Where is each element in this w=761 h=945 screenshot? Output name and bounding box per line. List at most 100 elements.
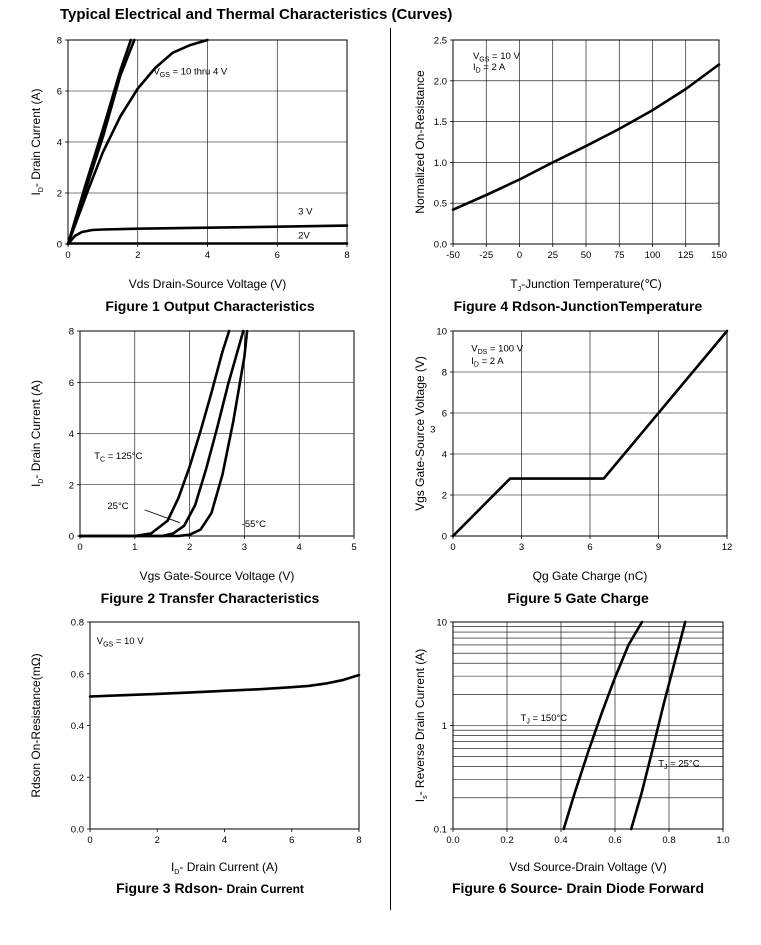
x-axis-title: Vds Drain-Source Voltage (V) xyxy=(129,277,286,291)
y-tick-label: 10 xyxy=(436,618,447,629)
y-tick-label: 1 xyxy=(442,721,447,732)
page-title: Typical Electrical and Thermal Character… xyxy=(60,6,453,23)
x-tick-label: 150 xyxy=(711,250,727,261)
annotation-vds-100-v: VDS = 100 V xyxy=(471,344,523,357)
series-line-tj-25-c xyxy=(629,620,687,831)
x-tick-label: 2 xyxy=(135,250,140,261)
x-tick-label: 75 xyxy=(614,250,625,261)
annotation-3-v: 3 V xyxy=(298,207,313,218)
y-tick-label: 0 xyxy=(69,532,74,543)
figure-4-rdson-junction-temperature-chart: -50 -25 0 25 50 75 100 125 150 0.0 0.5 1.0 1.5 2.0 2.5… xyxy=(413,36,727,315)
x-tick-label: 0 xyxy=(77,542,82,553)
x-tick-label: 0 xyxy=(87,835,92,846)
y-axis-title: Normalized On-Resistance xyxy=(413,70,427,214)
x-tick-label: 100 xyxy=(645,250,661,261)
y-axis-title: Vgs Gate-Source Voltage (V) xyxy=(413,356,427,511)
x-axis-title: Vgs Gate-Source Voltage (V) xyxy=(140,569,295,583)
y-axis-title: Rdson On-Resistance(mΩ) xyxy=(29,653,43,797)
y-tick-label: 1.5 xyxy=(434,117,447,128)
figure-1-output-characteristics-chart: 0 2 4 6 8 0 2 4 6 8 VGS = 10 thru 4 V 3 V 2V Vds Drai… xyxy=(29,36,350,315)
series-line-tj-150-c xyxy=(562,620,644,831)
series-line-3-v xyxy=(66,224,349,246)
figure-title: Figure 3 Rdson- Drain Current xyxy=(116,880,304,896)
annotation-pointer xyxy=(144,509,180,524)
y-tick-label: 4 xyxy=(69,429,74,440)
y-tick-label: 6 xyxy=(69,378,74,389)
figure-title: Figure 2 Transfer Characteristics xyxy=(101,590,320,606)
x-tick-label: 1 xyxy=(132,542,137,553)
x-tick-label: 3 xyxy=(519,542,524,553)
annotation-3: 3 xyxy=(430,424,435,435)
x-tick-label: 0.4 xyxy=(554,835,567,846)
x-tick-label: 0 xyxy=(65,250,70,261)
y-tick-label: 2.5 xyxy=(434,36,447,47)
figure-title: Figure 1 Output Characteristics xyxy=(105,298,314,314)
y-tick-label: 0.2 xyxy=(71,773,84,784)
y-tick-label: 0 xyxy=(57,240,62,251)
x-tick-label: -25 xyxy=(479,250,493,261)
x-tick-label: 6 xyxy=(275,250,280,261)
y-tick-label: 8 xyxy=(69,327,74,338)
y-tick-label: 0.0 xyxy=(71,825,84,836)
x-tick-label: 1.0 xyxy=(716,835,729,846)
y-tick-label: 0.0 xyxy=(434,240,447,251)
x-tick-label: 3 xyxy=(242,542,247,553)
grid xyxy=(452,621,724,830)
x-tick-label: 6 xyxy=(587,542,592,553)
y-tick-label: 8 xyxy=(442,368,447,379)
y-tick-label: 0.1 xyxy=(434,825,447,836)
series-line-1 xyxy=(451,63,721,211)
annotation-25-c: 25°C xyxy=(107,501,128,512)
series-line-2 xyxy=(66,38,136,246)
annotation-vgs-10-v: VGS = 10 V xyxy=(473,51,521,64)
figure-6-source-drain-diode-chart: 0.0 0.2 0.4 0.6 0.8 1.0 0.1 1 10 TJ = 150°C TJ = 2… xyxy=(413,618,730,897)
annotation-55-c: -55°C xyxy=(242,519,267,530)
annotation-id-2-a: ID = 2 A xyxy=(471,356,504,369)
x-axis-title: Vsd Source-Drain Voltage (V) xyxy=(509,860,666,874)
x-tick-label: 0.2 xyxy=(500,835,513,846)
annotation-2v: 2V xyxy=(298,230,310,241)
series-line-55-c xyxy=(78,329,249,538)
annotation-tj-150-c: TJ = 150°C xyxy=(521,713,568,726)
y-tick-label: 0.8 xyxy=(71,618,84,629)
x-tick-label: 0.6 xyxy=(608,835,621,846)
y-tick-label: 6 xyxy=(442,409,447,420)
series-line-3 xyxy=(66,38,209,246)
y-tick-label: 4 xyxy=(442,450,447,461)
annotation-tc-125-c: TC = 125°C xyxy=(94,451,142,464)
annotation-tj-25-c: TJ = 25°C xyxy=(658,759,700,772)
x-tick-label: 4 xyxy=(205,250,210,261)
y-tick-label: 6 xyxy=(57,87,62,98)
series-line-1 xyxy=(451,329,729,538)
x-tick-label: 4 xyxy=(297,542,302,553)
x-tick-label: 0.0 xyxy=(446,835,459,846)
figure-title: Figure 5 Gate Charge xyxy=(507,590,649,606)
figure-2-transfer-characteristics-chart: 0 1 2 3 4 5 0 2 4 6 8 TC = 125°C 25°C -55°C Vgs Gate-S… xyxy=(29,327,357,607)
x-tick-label: 0 xyxy=(450,542,455,553)
y-tick-label: 2 xyxy=(57,189,62,200)
y-axis-title: Is- Reverse Drain Current (A) xyxy=(413,649,429,803)
figure-title: Figure 4 Rdson-JunctionTemperature xyxy=(454,298,703,314)
y-tick-label: 0 xyxy=(442,532,447,543)
y-tick-label: 0.5 xyxy=(434,199,447,210)
x-tick-label: 12 xyxy=(722,542,733,553)
y-axis-title: ID- Drain Current (A) xyxy=(29,88,45,195)
x-tick-label: 0.8 xyxy=(662,835,675,846)
x-tick-label: 0 xyxy=(517,250,522,261)
x-axis-title: ID- Drain Current (A) xyxy=(171,860,278,876)
x-tick-label: -50 xyxy=(446,250,460,261)
annotation-vgs-10-v: VGS = 10 V xyxy=(97,636,145,649)
y-tick-label: 10 xyxy=(436,327,447,338)
y-tick-label: 4 xyxy=(57,138,62,149)
x-tick-label: 2 xyxy=(187,542,192,553)
x-tick-label: 50 xyxy=(581,250,592,261)
series-line-1 xyxy=(88,673,361,698)
y-tick-label: 1.0 xyxy=(434,158,447,169)
x-tick-label: 125 xyxy=(678,250,694,261)
x-tick-label: 4 xyxy=(222,835,227,846)
x-axis-title: Qg Gate Charge (nC) xyxy=(533,569,648,583)
column-divider xyxy=(390,28,391,910)
figure-title: Figure 6 Source- Drain Diode Forward xyxy=(452,880,704,896)
plot-frame xyxy=(89,621,360,830)
